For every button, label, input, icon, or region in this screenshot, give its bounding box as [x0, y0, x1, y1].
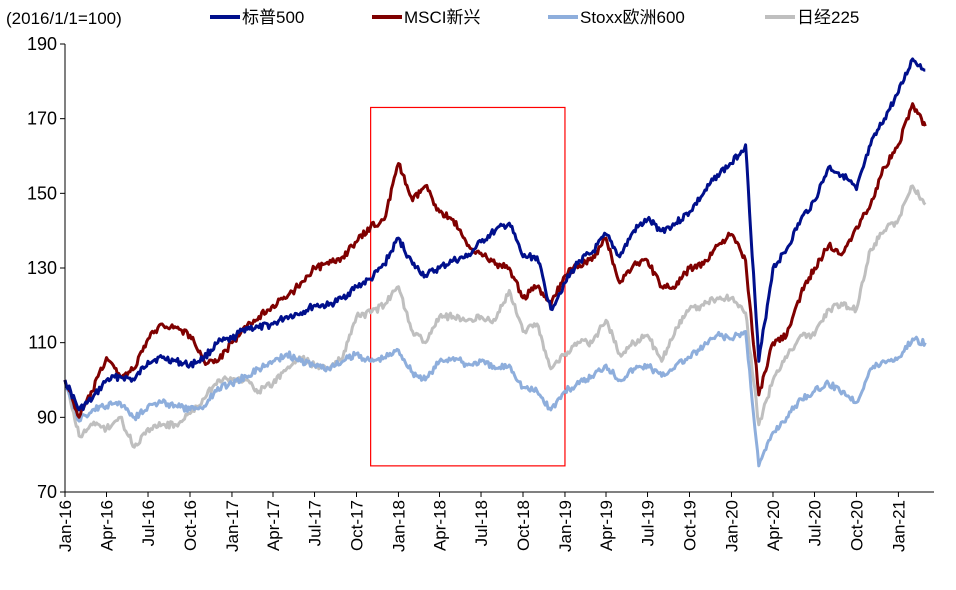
x-tick-label: Oct-18 [514, 500, 533, 551]
legend-label-2: Stoxx欧洲600 [580, 8, 685, 27]
x-tick-label: Jul-19 [639, 500, 658, 546]
legend-label-1: MSCI新兴 [404, 8, 481, 27]
x-tick-label: Jul-20 [805, 500, 824, 546]
highlight-box-layer [370, 106, 566, 467]
y-tick-label: 70 [37, 482, 57, 502]
y-tick-label: 130 [27, 258, 57, 278]
x-tick-label: Oct-20 [847, 500, 866, 551]
highlight-box [370, 106, 566, 467]
series-lines [63, 57, 927, 468]
x-tick-label: Jan-16 [56, 500, 75, 552]
x-tick-label: Oct-17 [347, 500, 366, 551]
y-tick-label: 170 [27, 109, 57, 129]
y-axis-unit-label: (2016/1/1=100) [6, 9, 122, 28]
y-tick-label: 90 [37, 407, 57, 427]
y-tick-label: 190 [27, 34, 57, 54]
series-line-1 [63, 102, 927, 419]
x-tick-label: Apr-16 [98, 500, 117, 551]
y-tick-label: 110 [28, 333, 57, 353]
x-tick-label: Jan-21 [889, 500, 908, 552]
x-tick-label: Jan-19 [556, 500, 575, 552]
x-tick-label: Jul-17 [306, 500, 325, 546]
x-tick-label: Oct-16 [181, 500, 200, 551]
series-line-0 [63, 57, 926, 412]
x-tick-label: Apr-19 [597, 500, 616, 551]
x-tick-label: Jan-17 [223, 500, 242, 552]
x-tick-label: Oct-19 [680, 500, 699, 551]
x-tick-label: Apr-20 [764, 500, 783, 551]
series-line-2 [63, 330, 927, 468]
series-line-3 [63, 184, 927, 449]
x-tick-label: Jan-20 [722, 500, 741, 552]
x-tick-label: Apr-17 [264, 500, 283, 551]
y-tick-label: 150 [27, 183, 57, 203]
x-tick-label: Jul-18 [472, 500, 491, 546]
legend-label-0: 标普500 [242, 8, 304, 27]
legend-label-3: 日经225 [797, 8, 859, 27]
x-tick-label: Jan-18 [389, 500, 408, 552]
legend: 标普500 MSCI新兴 Stoxx欧洲600 日经225 [210, 8, 859, 27]
x-tick-label: Apr-18 [431, 500, 450, 551]
axes: 70 90 110 130 150 170 190 Jan-16 Apr-16 Jul-16 Oct… [27, 34, 934, 552]
x-tick-label: Jul-16 [139, 500, 158, 546]
